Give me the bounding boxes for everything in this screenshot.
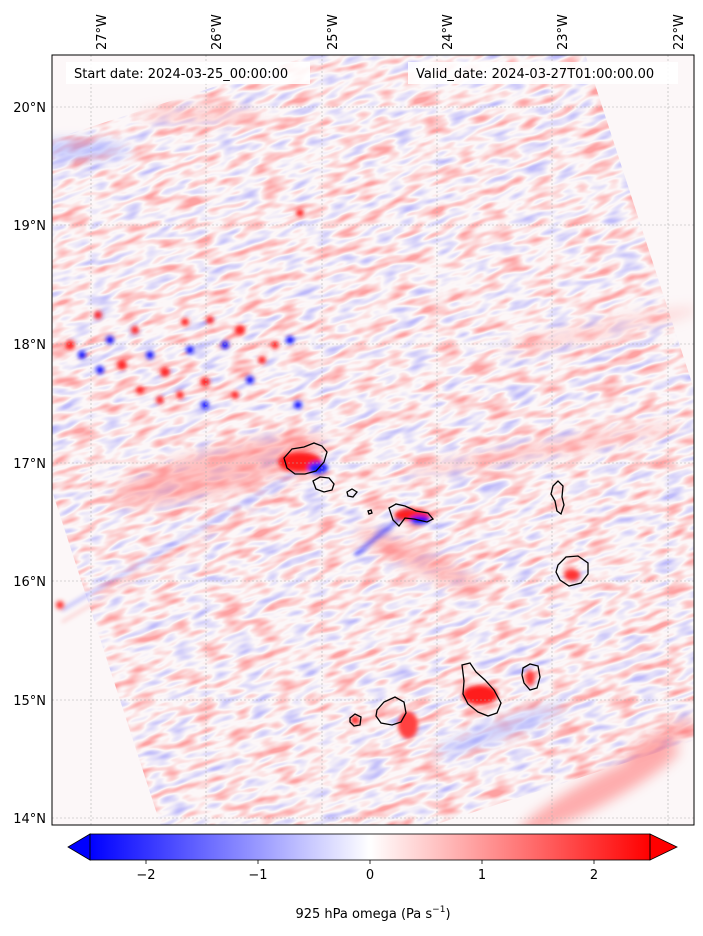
lon-tick-label: 24°W	[441, 14, 456, 50]
island-santiago	[461, 662, 502, 717]
lon-tick-label: 22°W	[672, 14, 687, 50]
island-brava	[349, 713, 362, 727]
lat-tick-label: 14°N	[13, 812, 46, 827]
valid-date-text: Valid_date: 2024-03-27T01:00:00.00	[416, 67, 654, 82]
omega-field-texture	[52, 55, 694, 825]
island-santa-luzia	[346, 488, 358, 498]
header-bar: Start date: 2024-03-25_00:00:00 Valid_da…	[66, 62, 678, 84]
colorbar: −2 −1 0 1 2 925 hPa omega (Pa s−1)	[67, 833, 678, 922]
island-fogo	[375, 696, 407, 726]
colorbar-min-extend	[67, 833, 91, 861]
island-sal	[550, 480, 565, 516]
lat-tick-label: 17°N	[13, 457, 46, 472]
island-maio	[521, 663, 541, 691]
island-boa-vista	[555, 555, 589, 587]
map-frame	[51, 54, 695, 826]
lon-tick-label: 27°W	[95, 14, 110, 50]
start-date-box	[66, 62, 310, 84]
lat-tick-labels: 20°N 19°N 18°N 17°N 16°N 15°N 14°N	[13, 101, 46, 827]
colorbar-tick-label: −1	[248, 868, 267, 883]
start-date-text: Start date: 2024-03-25_00:00:00	[74, 67, 288, 82]
lat-tick-label: 18°N	[13, 338, 46, 353]
lat-tick-label: 15°N	[13, 694, 46, 709]
lon-tick-labels: 27°W 26°W 25°W 24°W 23°W 22°W	[95, 14, 687, 50]
colorbar-tick-label: 1	[478, 868, 486, 883]
colorbar-tick-label: 0	[366, 868, 374, 883]
gridlines	[52, 55, 694, 825]
lat-tick-label: 20°N	[13, 101, 46, 116]
colorbar-tick-label: 2	[590, 868, 598, 883]
omega-field-broad-features	[52, 107, 694, 825]
island-sao-vicente	[312, 476, 335, 493]
island-sao-nicolau	[388, 503, 435, 527]
colorbar-label: 925 hPa omega (Pa s−1)	[295, 905, 450, 922]
colorbar-body	[90, 834, 650, 860]
lon-tick-label: 26°W	[210, 14, 225, 50]
colorbar-max-extend	[649, 833, 678, 861]
colorbar-ticks: −2 −1 0 1 2	[136, 860, 598, 883]
lat-tick-label: 16°N	[13, 575, 46, 590]
island-raso	[367, 509, 373, 515]
map-area	[51, 54, 695, 826]
coastlines	[283, 442, 589, 727]
lon-tick-label: 23°W	[556, 14, 571, 50]
island-santo-antao	[283, 442, 328, 475]
lat-tick-label: 19°N	[13, 219, 46, 234]
lon-tick-label: 25°W	[326, 14, 341, 50]
convective-cells	[56, 209, 304, 609]
colorbar-tick-label: −2	[136, 868, 155, 883]
valid-date-box	[408, 62, 678, 84]
